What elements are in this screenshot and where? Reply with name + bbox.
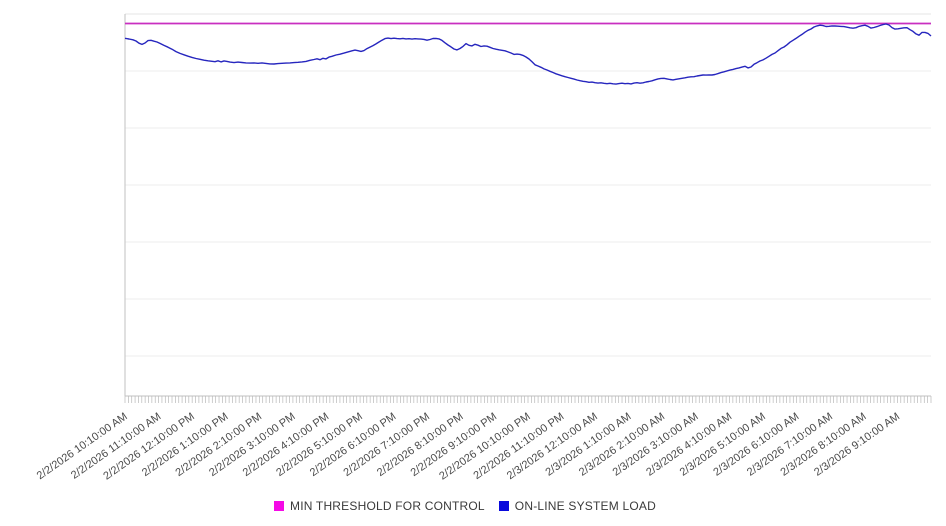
online-system-load-swatch-icon — [498, 501, 509, 511]
min-threshold-swatch-icon — [274, 501, 284, 511]
legend-label-online-system-load: ON-LINE SYSTEM LOAD — [514, 499, 656, 513]
legend-item-min-threshold[interactable]: MIN THRESHOLD FOR CONTROL — [274, 499, 485, 513]
legend-item-online-system-load[interactable]: ON-LINE SYSTEM LOAD — [498, 499, 656, 513]
legend-label-min-threshold: MIN THRESHOLD FOR CONTROL — [290, 499, 485, 513]
chart-legend: MIN THRESHOLD FOR CONTROL ON-LINE SYSTEM… — [274, 499, 656, 513]
on-line-system-load-line — [124, 23, 932, 85]
